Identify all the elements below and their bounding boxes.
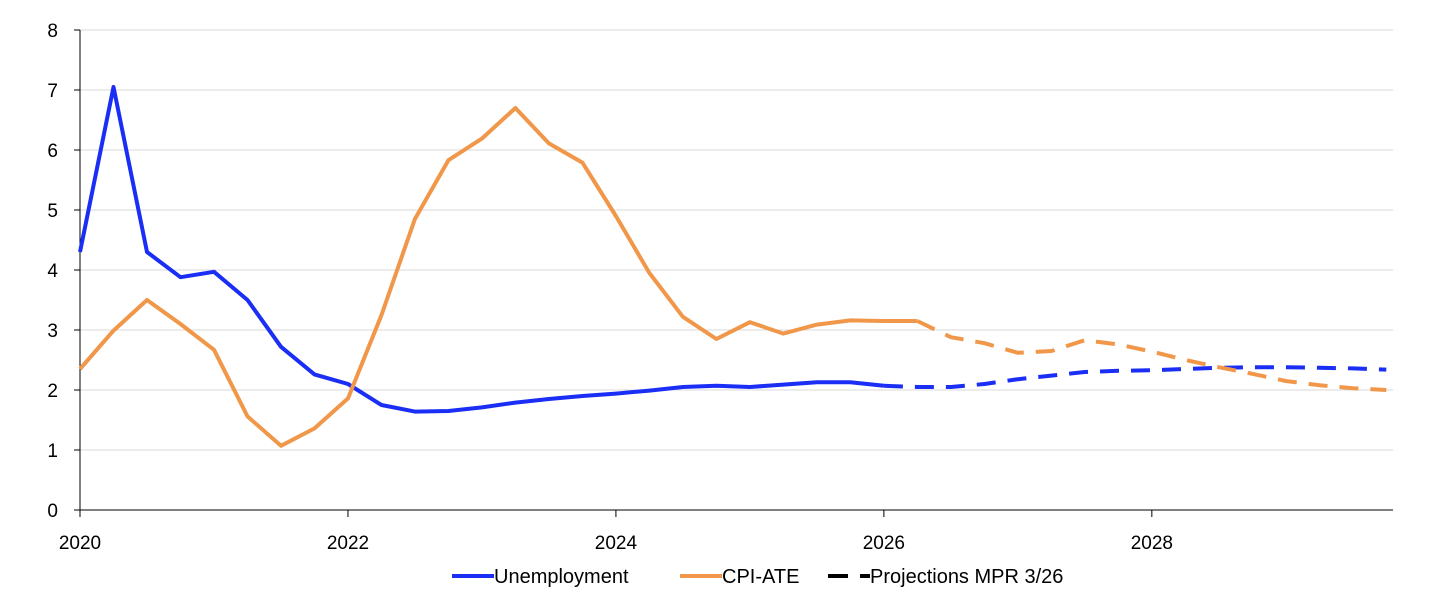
projection-line-unemployment <box>883 365 1387 389</box>
series-lines <box>78 85 1387 448</box>
x-tick-label: 2022 <box>327 533 369 554</box>
x-tick-label: 2020 <box>59 533 101 554</box>
y-tick-label: 0 <box>47 501 58 522</box>
legend-label-cpi-ate: CPI-ATE <box>722 566 799 588</box>
y-tick-label: 7 <box>47 81 58 102</box>
y-tick-label: 2 <box>47 381 58 402</box>
legend-label-projections: Projections MPR 3/26 <box>870 566 1063 588</box>
legend-label-unemployment: Unemployment <box>494 566 629 588</box>
y-tick-label: 1 <box>47 441 58 462</box>
x-tick-label: 2024 <box>595 533 638 554</box>
x-tick-label: 2026 <box>863 533 905 554</box>
series-line-cpi-ate <box>78 106 918 448</box>
legend: Unemployment CPI-ATE Projections MPR 3/26 <box>452 566 1063 588</box>
y-tick-label: 3 <box>47 321 58 342</box>
projection-line-cpi-ate <box>916 319 1387 392</box>
y-tick-label: 4 <box>47 261 58 282</box>
y-tick-label: 8 <box>47 21 58 42</box>
y-tick-label: 5 <box>47 201 58 222</box>
x-tick-label: 2028 <box>1131 533 1173 554</box>
series-line-unemployment <box>78 85 885 414</box>
y-tick-label: 6 <box>47 141 58 162</box>
axes: 0 1 2 3 4 5 6 7 8 2020 2022 2024 2026 2028 <box>47 21 1393 554</box>
